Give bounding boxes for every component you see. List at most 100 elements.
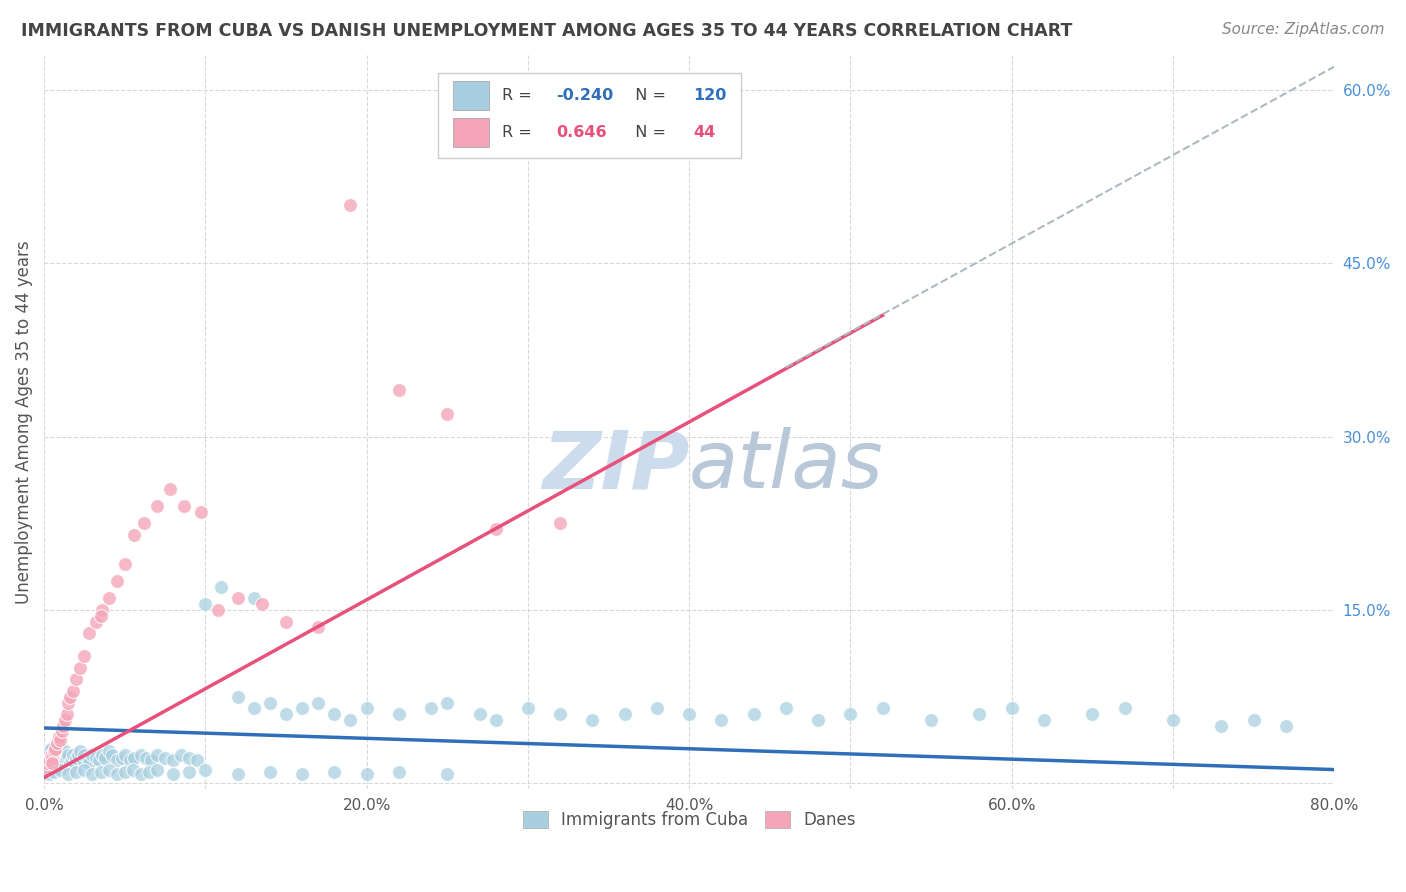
Point — [73, 747, 96, 762]
Point — [146, 499, 169, 513]
Point — [73, 763, 96, 777]
Point — [73, 649, 96, 664]
Point — [35, 759, 58, 773]
Point — [52, 718, 75, 732]
Point — [323, 764, 346, 779]
Legend: Immigrants from Cuba, Danes: Immigrants from Cuba, Danes — [516, 805, 862, 836]
Point — [211, 580, 233, 594]
Point — [63, 756, 86, 770]
Point — [84, 615, 107, 629]
Point — [274, 615, 297, 629]
Point — [41, 756, 63, 770]
Point — [436, 767, 458, 781]
Point — [72, 753, 94, 767]
Point — [129, 747, 152, 762]
Point — [105, 574, 128, 588]
Point — [388, 707, 411, 722]
Point — [207, 603, 229, 617]
Point — [159, 482, 181, 496]
Point — [69, 661, 91, 675]
Point — [77, 756, 100, 770]
Point — [39, 741, 62, 756]
Point — [356, 767, 378, 781]
Text: 120: 120 — [693, 88, 727, 103]
Point — [307, 620, 329, 634]
Point — [49, 732, 72, 747]
Point — [58, 696, 80, 710]
Text: -0.240: -0.240 — [557, 88, 613, 103]
Point — [82, 747, 104, 762]
Point — [129, 767, 152, 781]
Point — [139, 753, 162, 767]
Point — [194, 597, 217, 611]
Text: 44: 44 — [693, 125, 716, 140]
Point — [48, 730, 70, 744]
Point — [42, 764, 65, 779]
Point — [41, 756, 63, 770]
Point — [58, 767, 80, 781]
Point — [710, 713, 733, 727]
Point — [91, 603, 114, 617]
FancyBboxPatch shape — [437, 73, 741, 158]
Point — [97, 744, 120, 758]
Point — [468, 707, 491, 722]
Point — [76, 751, 98, 765]
Point — [82, 767, 104, 781]
Point — [132, 516, 155, 531]
Point — [39, 747, 62, 762]
Point — [775, 701, 797, 715]
Point — [44, 741, 66, 756]
Point — [121, 763, 143, 777]
Text: R =: R = — [502, 125, 543, 140]
Point — [742, 707, 765, 722]
Text: ZIP: ZIP — [541, 427, 689, 505]
Point — [59, 756, 82, 770]
FancyBboxPatch shape — [453, 81, 489, 111]
Point — [62, 747, 84, 762]
Point — [146, 763, 169, 777]
Point — [59, 690, 82, 704]
Text: N =: N = — [624, 88, 671, 103]
Point — [124, 528, 146, 542]
Point — [1243, 713, 1265, 727]
Point — [51, 747, 73, 762]
Point — [969, 707, 991, 722]
Point — [65, 673, 87, 687]
Point — [388, 384, 411, 398]
Point — [153, 751, 176, 765]
Text: IMMIGRANTS FROM CUBA VS DANISH UNEMPLOYMENT AMONG AGES 35 TO 44 YEARS CORRELATIO: IMMIGRANTS FROM CUBA VS DANISH UNEMPLOYM… — [21, 22, 1073, 40]
Point — [678, 707, 700, 722]
Point — [38, 767, 60, 781]
Point — [1032, 713, 1054, 727]
Point — [420, 701, 443, 715]
Point — [65, 764, 87, 779]
Point — [49, 741, 72, 756]
Point — [226, 591, 249, 606]
Point — [436, 696, 458, 710]
Point — [37, 756, 59, 770]
Point — [259, 764, 281, 779]
Point — [90, 608, 112, 623]
Point — [274, 707, 297, 722]
Point — [41, 751, 63, 765]
FancyBboxPatch shape — [453, 118, 489, 147]
Point — [97, 591, 120, 606]
Point — [190, 505, 212, 519]
Point — [41, 747, 63, 762]
Text: atlas: atlas — [689, 427, 884, 505]
Point — [162, 767, 184, 781]
Point — [66, 747, 89, 762]
Text: Source: ZipAtlas.com: Source: ZipAtlas.com — [1222, 22, 1385, 37]
Text: R =: R = — [502, 88, 537, 103]
Point — [259, 696, 281, 710]
Point — [839, 707, 862, 722]
Point — [323, 707, 346, 722]
Point — [170, 747, 193, 762]
Point — [645, 701, 668, 715]
Point — [339, 713, 361, 727]
Point — [118, 753, 141, 767]
Point — [37, 756, 59, 770]
Point — [242, 701, 264, 715]
Point — [146, 747, 169, 762]
Point — [49, 763, 72, 777]
